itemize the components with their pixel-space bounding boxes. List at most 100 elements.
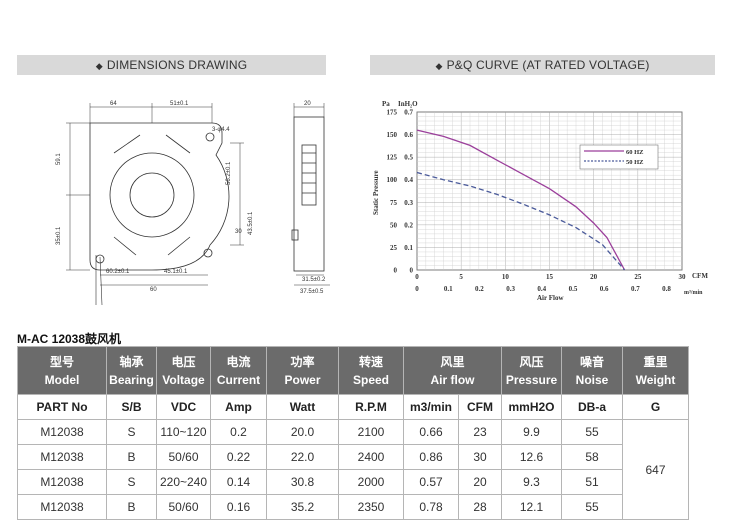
- dimensions-drawing-header: ◆ DIMENSIONS DRAWING: [17, 55, 326, 75]
- header-speed: 转速 Speed: [338, 346, 404, 395]
- x-tick-m3min: 0.6: [600, 285, 609, 293]
- header-bearing: 轴承 Bearing: [106, 346, 157, 395]
- y-tick-pa: 175: [387, 109, 398, 117]
- cell-noise: 58: [561, 444, 623, 470]
- cell-voltage: 220~240: [156, 469, 211, 495]
- pq-curve-chart: 025507510012515017500.10.20.30.40.50.60.…: [372, 100, 708, 302]
- cell-pressure: 9.9: [501, 419, 562, 445]
- cell-bearing: B: [106, 444, 157, 470]
- cell-voltage: 50/60: [156, 444, 211, 470]
- rib-lines: [113, 134, 191, 256]
- cell-voltage: 50/60: [156, 494, 211, 520]
- cell-pressure: 12.6: [501, 444, 562, 470]
- dim-side-top: 20: [304, 101, 311, 107]
- header-voltage: 电压 Voltage: [156, 346, 211, 395]
- mount-hole: [203, 248, 213, 258]
- diamond-bullet-icon: ◆: [95, 61, 103, 71]
- series-line-0: [416, 129, 626, 271]
- x-tick-m3min: 0.3: [506, 285, 515, 293]
- dimensions-header-label: DIMENSIONS DRAWING: [106, 58, 248, 72]
- chart-grid: [416, 111, 683, 271]
- dim-top-51: 51±0.1: [170, 101, 189, 107]
- header-noise: 噪音 Noise: [561, 346, 623, 395]
- header-row: 型号 Model 轴承 Bearing 电压 Voltage 电流 Current 功率…: [17, 346, 689, 395]
- header-weight: 重里 Weight: [622, 346, 689, 395]
- y-tick-pa: 25: [390, 244, 398, 252]
- unit-cell: G: [622, 394, 689, 420]
- y-tick-pa: 75: [390, 199, 398, 207]
- cell-part: M12038: [17, 419, 107, 445]
- x-tick-cfm: 25: [634, 273, 642, 281]
- x-units-m3: m³/min: [684, 290, 703, 296]
- cell-bearing: S: [106, 469, 157, 495]
- cell-power: 22.0: [266, 444, 339, 470]
- y-tick-pa: 150: [387, 131, 398, 139]
- cell-m3min: 0.57: [403, 469, 459, 495]
- cell-cfm: 28: [458, 494, 502, 520]
- cell-part: M12038: [17, 469, 107, 495]
- chart-ticks: 025507510012515017500.10.20.30.40.50.60.…: [387, 109, 687, 294]
- unit-cell: mmH2O: [501, 394, 562, 420]
- x-axis-label: Air Flow: [537, 294, 564, 302]
- dim-hole: 3-φ4.4: [212, 127, 230, 133]
- y-tick-pa: 50: [390, 221, 398, 229]
- table-row: M12038 S 220~240 0.14 30.8 2000 0.57 20 …: [17, 469, 689, 495]
- units-row: PART No S/B VDC Amp Watt R.P.M m3/min CF…: [17, 394, 689, 420]
- hub-circle: [129, 172, 175, 218]
- cell-cfm: 20: [458, 469, 502, 495]
- dimensions-drawing: 64 51±0.1 3-φ4.4 59.1 35±0.1 56.2±0.1 43…: [56, 101, 330, 306]
- y-tick-inh2o: 0.3: [404, 199, 413, 207]
- dim-left-59: 59.1: [56, 153, 62, 165]
- x-tick-cfm: 30: [679, 273, 687, 281]
- cell-speed: 2350: [338, 494, 404, 520]
- pq-curve-header: ◆ P&Q CURVE (AT RATED VOLTAGE): [370, 55, 715, 75]
- y-units-inh2o: InH₂O: [398, 100, 418, 108]
- cell-speed: 2100: [338, 419, 404, 445]
- y-tick-pa: 125: [387, 154, 398, 162]
- y-tick-inh2o: 0.1: [404, 244, 413, 252]
- x-tick-m3min: 0.7: [631, 285, 640, 293]
- chart-series: [416, 129, 626, 271]
- dim-side-31: 31.5±0.2: [302, 277, 326, 283]
- cell-power: 20.0: [266, 419, 339, 445]
- cell-speed: 2400: [338, 444, 404, 470]
- x-tick-m3min: 0.8: [662, 285, 671, 293]
- dim-bottom-45: 45.1±0.1: [164, 269, 188, 275]
- x-units-cfm: CFM: [692, 272, 708, 280]
- cell-bearing: B: [106, 494, 157, 520]
- cell-m3min: 0.66: [403, 419, 459, 445]
- y-tick-inh2o: 0.4: [404, 176, 413, 184]
- table-row: M12038 B 50/60 0.22 22.0 2400 0.86 30 12…: [17, 444, 689, 470]
- cell-noise: 55: [561, 419, 623, 445]
- cell-current: 0.22: [210, 444, 267, 470]
- y-tick-pa: 0: [394, 267, 398, 275]
- cell-pressure: 9.3: [501, 469, 562, 495]
- cell-weight: 647: [622, 419, 689, 520]
- legend-label-50hz: 50 HZ: [626, 159, 644, 166]
- header-pressure: 风压 Pressure: [501, 346, 562, 395]
- unit-cell: DB-a: [561, 394, 623, 420]
- blower-front-outline: [89, 122, 230, 271]
- dim-right-56: 56.2±0.1: [226, 161, 232, 185]
- series-line-1: [416, 171, 626, 271]
- header-airflow: 风里 Air flow: [403, 346, 502, 395]
- y-tick-inh2o: 0.2: [404, 221, 413, 229]
- x-tick-cfm: 5: [459, 273, 463, 281]
- table-row: M12038 B 50/60 0.16 35.2 2350 0.78 28 12…: [17, 494, 689, 520]
- y-tick-pa: 100: [387, 176, 398, 184]
- cell-power: 30.8: [266, 469, 339, 495]
- cell-power: 35.2: [266, 494, 339, 520]
- header-power: 功率 Power: [266, 346, 339, 395]
- cell-noise: 55: [561, 494, 623, 520]
- cell-voltage: 110~120: [156, 419, 211, 445]
- dim-left-35: 35±0.1: [56, 226, 62, 245]
- diamond-bullet-icon: ◆: [435, 61, 443, 71]
- y-tick-inh2o: 0: [410, 267, 414, 275]
- cell-part: M12038: [17, 494, 107, 520]
- dim-outlet-30: 30: [235, 229, 242, 235]
- spec-table: 型号 Model 轴承 Bearing 电压 Voltage 电流 Current 功率…: [17, 346, 689, 520]
- impeller-circle: [109, 152, 195, 238]
- dim-right-43: 43.5±0.1: [248, 211, 254, 235]
- chart-legend: 60 HZ 50 HZ: [579, 144, 659, 170]
- y-tick-inh2o: 0.6: [404, 131, 413, 139]
